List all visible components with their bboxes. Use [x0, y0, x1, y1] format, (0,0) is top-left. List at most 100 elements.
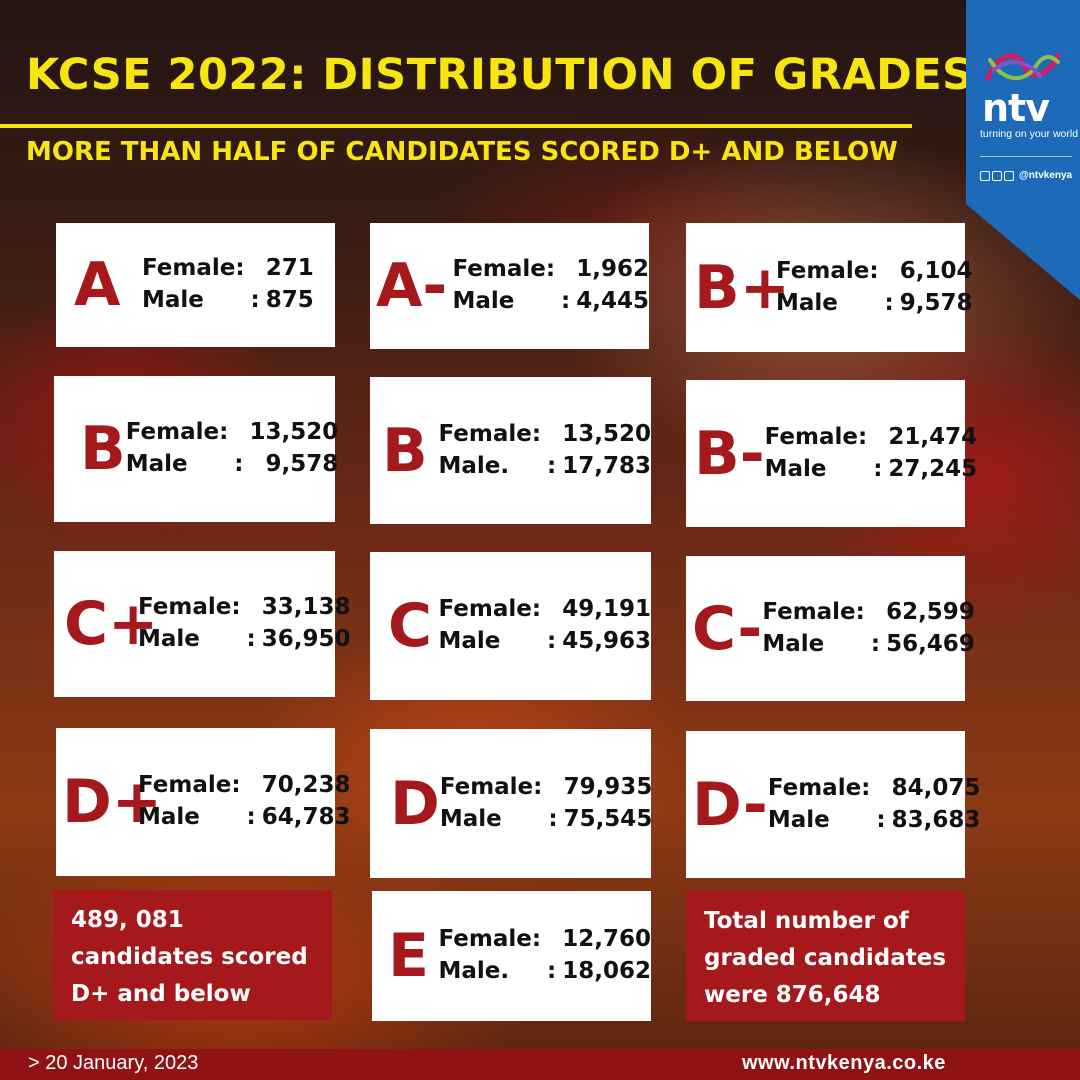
grade-letter: B- — [694, 418, 765, 489]
female-count: 13,520 — [562, 420, 651, 447]
male-label: Male — [138, 626, 200, 652]
female-count: 13,520 — [249, 419, 339, 446]
grade-stats: Female: 6,104 Male:9,578 — [776, 258, 973, 317]
grade-letter: B — [382, 415, 428, 486]
colon: : — [561, 288, 571, 314]
male-count: 9,578 — [265, 451, 339, 477]
female-count: 70,238 — [261, 772, 351, 799]
female-count: 84,075 — [891, 774, 981, 801]
grade-card-c-plus: C+ Female: 33,138 Male:36,950 — [54, 551, 351, 697]
logo-divider — [980, 156, 1072, 157]
grade-letter: E — [388, 921, 429, 991]
grade-card-b-minus: B- Female: 21,474 Male:27,245 — [686, 380, 977, 527]
female-count: 49,191 — [562, 596, 651, 623]
footer-date: > 20 January, 2023 — [28, 1052, 199, 1074]
summary-left-box: 489, 081 candidates scored D+ and below — [53, 890, 332, 1020]
female-count: 12,760 — [562, 926, 651, 953]
ntv-logo-panel: ntv turning on your world @ntvkenya — [966, 0, 1080, 300]
grade-stats: Female: 13,520 Male:9,578 — [126, 419, 339, 478]
male-count: 56,469 — [886, 630, 975, 657]
grade-letter: D- — [692, 769, 768, 840]
female-count: 271 — [265, 255, 314, 282]
female-label: Female: — [125, 419, 229, 446]
grade-letter: C+ — [64, 589, 159, 659]
grade-stats: Female: 13,520 Male.:17,783 — [438, 421, 651, 480]
male-count: 875 — [265, 287, 314, 313]
grade-stats: Female: 33,138 Male:36,950 — [138, 594, 351, 653]
grade-card-d-plus: D+ Female: 70,238 Male:64,783 — [56, 728, 351, 876]
male-label: Male. — [438, 958, 510, 984]
female-count: 1,962 — [576, 256, 649, 283]
male-count: 17,783 — [562, 452, 651, 479]
female-label: Female: — [762, 598, 865, 625]
ntv-logo: ntv — [982, 86, 1050, 130]
grade-card-a: A Female: 271 Male:875 — [56, 223, 335, 347]
grade-stats: Female: 70,238 Male:64,783 — [138, 772, 351, 831]
colon: : — [873, 455, 883, 482]
grade-card-b: B Female: 13,520 Male:9,578 — [54, 376, 338, 522]
grade-stats: Female: 1,962 Male:4,445 — [452, 256, 649, 315]
colon: : — [870, 630, 881, 657]
instagram-icon — [1004, 170, 1014, 181]
grade-card-c-minus: C- Female: 62,599 Male:56,469 — [686, 556, 975, 701]
female-label: Female: — [438, 926, 542, 953]
male-label: Male — [438, 628, 501, 654]
male-count: 64,783 — [261, 804, 351, 830]
grade-stats: Female: 49,191 Male:45,963 — [438, 596, 651, 655]
female-label: Female: — [764, 423, 868, 450]
title-underline — [0, 124, 912, 128]
female-count: 6,104 — [899, 257, 973, 284]
male-count: 27,245 — [888, 455, 978, 482]
female-label: Female: — [438, 420, 542, 447]
male-label: Male — [762, 630, 825, 657]
grade-letter: B+ — [694, 252, 791, 323]
colon: : — [547, 452, 557, 479]
male-label: Male — [142, 287, 204, 313]
summary-right-line: Total number of — [704, 908, 909, 934]
male-label: Male — [767, 806, 830, 833]
female-count: 62,599 — [886, 598, 975, 625]
male-label: Male. — [438, 452, 510, 479]
grade-stats: Female: 12,760 Male.:18,062 — [438, 926, 651, 985]
twitter-icon — [992, 170, 1002, 181]
grade-stats: Female: 79,935 Male:75,545 — [440, 774, 653, 833]
colon: : — [884, 289, 894, 316]
female-count: 33,138 — [261, 594, 351, 621]
female-label: Female: — [138, 594, 241, 621]
page-title: KCSE 2022: DISTRIBUTION OF GRADES — [26, 50, 974, 100]
male-label: Male — [764, 455, 827, 482]
grade-card-b-second: B Female: 13,520 Male.:17,783 — [370, 377, 651, 524]
grade-letter: A- — [376, 251, 448, 321]
summary-left-line: candidates scored — [71, 944, 308, 970]
grade-card-b-plus: B+ Female: 6,104 Male:9,578 — [686, 223, 973, 352]
female-label: Female: — [439, 773, 543, 800]
grade-letter: D+ — [62, 767, 163, 837]
female-count: 21,474 — [888, 423, 978, 450]
social-handle: @ntvkenya — [1019, 170, 1073, 181]
grade-card-e: E Female: 12,760 Male.:18,062 — [372, 891, 651, 1021]
colon: : — [548, 805, 558, 832]
facebook-icon — [980, 170, 990, 181]
grade-letter: A — [74, 250, 121, 320]
summary-right-line: graded candidates — [704, 945, 947, 971]
summary-right-line: were 876,648 — [704, 982, 881, 1008]
female-label: Female: — [438, 596, 542, 623]
grade-letter: B — [80, 414, 126, 484]
colon: : — [250, 287, 260, 313]
footer-bar — [0, 1049, 1080, 1080]
colon: : — [234, 451, 244, 477]
social-links: @ntvkenya — [980, 170, 1072, 181]
grade-card-a-minus: A- Female: 1,962 Male:4,445 — [370, 223, 649, 349]
grade-stats: Female: 84,075 Male:83,683 — [768, 775, 981, 834]
colon: : — [547, 628, 557, 654]
female-label: Female: — [767, 774, 871, 801]
grade-letter: D — [390, 768, 440, 839]
grade-letter: C- — [692, 593, 763, 664]
footer-url[interactable]: www.ntvkenya.co.ke — [742, 1052, 946, 1074]
female-label: Female: — [776, 257, 879, 284]
male-label: Male — [138, 804, 200, 830]
page-subtitle: MORE THAN HALF OF CANDIDATES SCORED D+ A… — [26, 137, 898, 167]
grade-stats: Female: 271 Male:875 — [142, 255, 314, 314]
female-label: Female: — [452, 256, 556, 283]
